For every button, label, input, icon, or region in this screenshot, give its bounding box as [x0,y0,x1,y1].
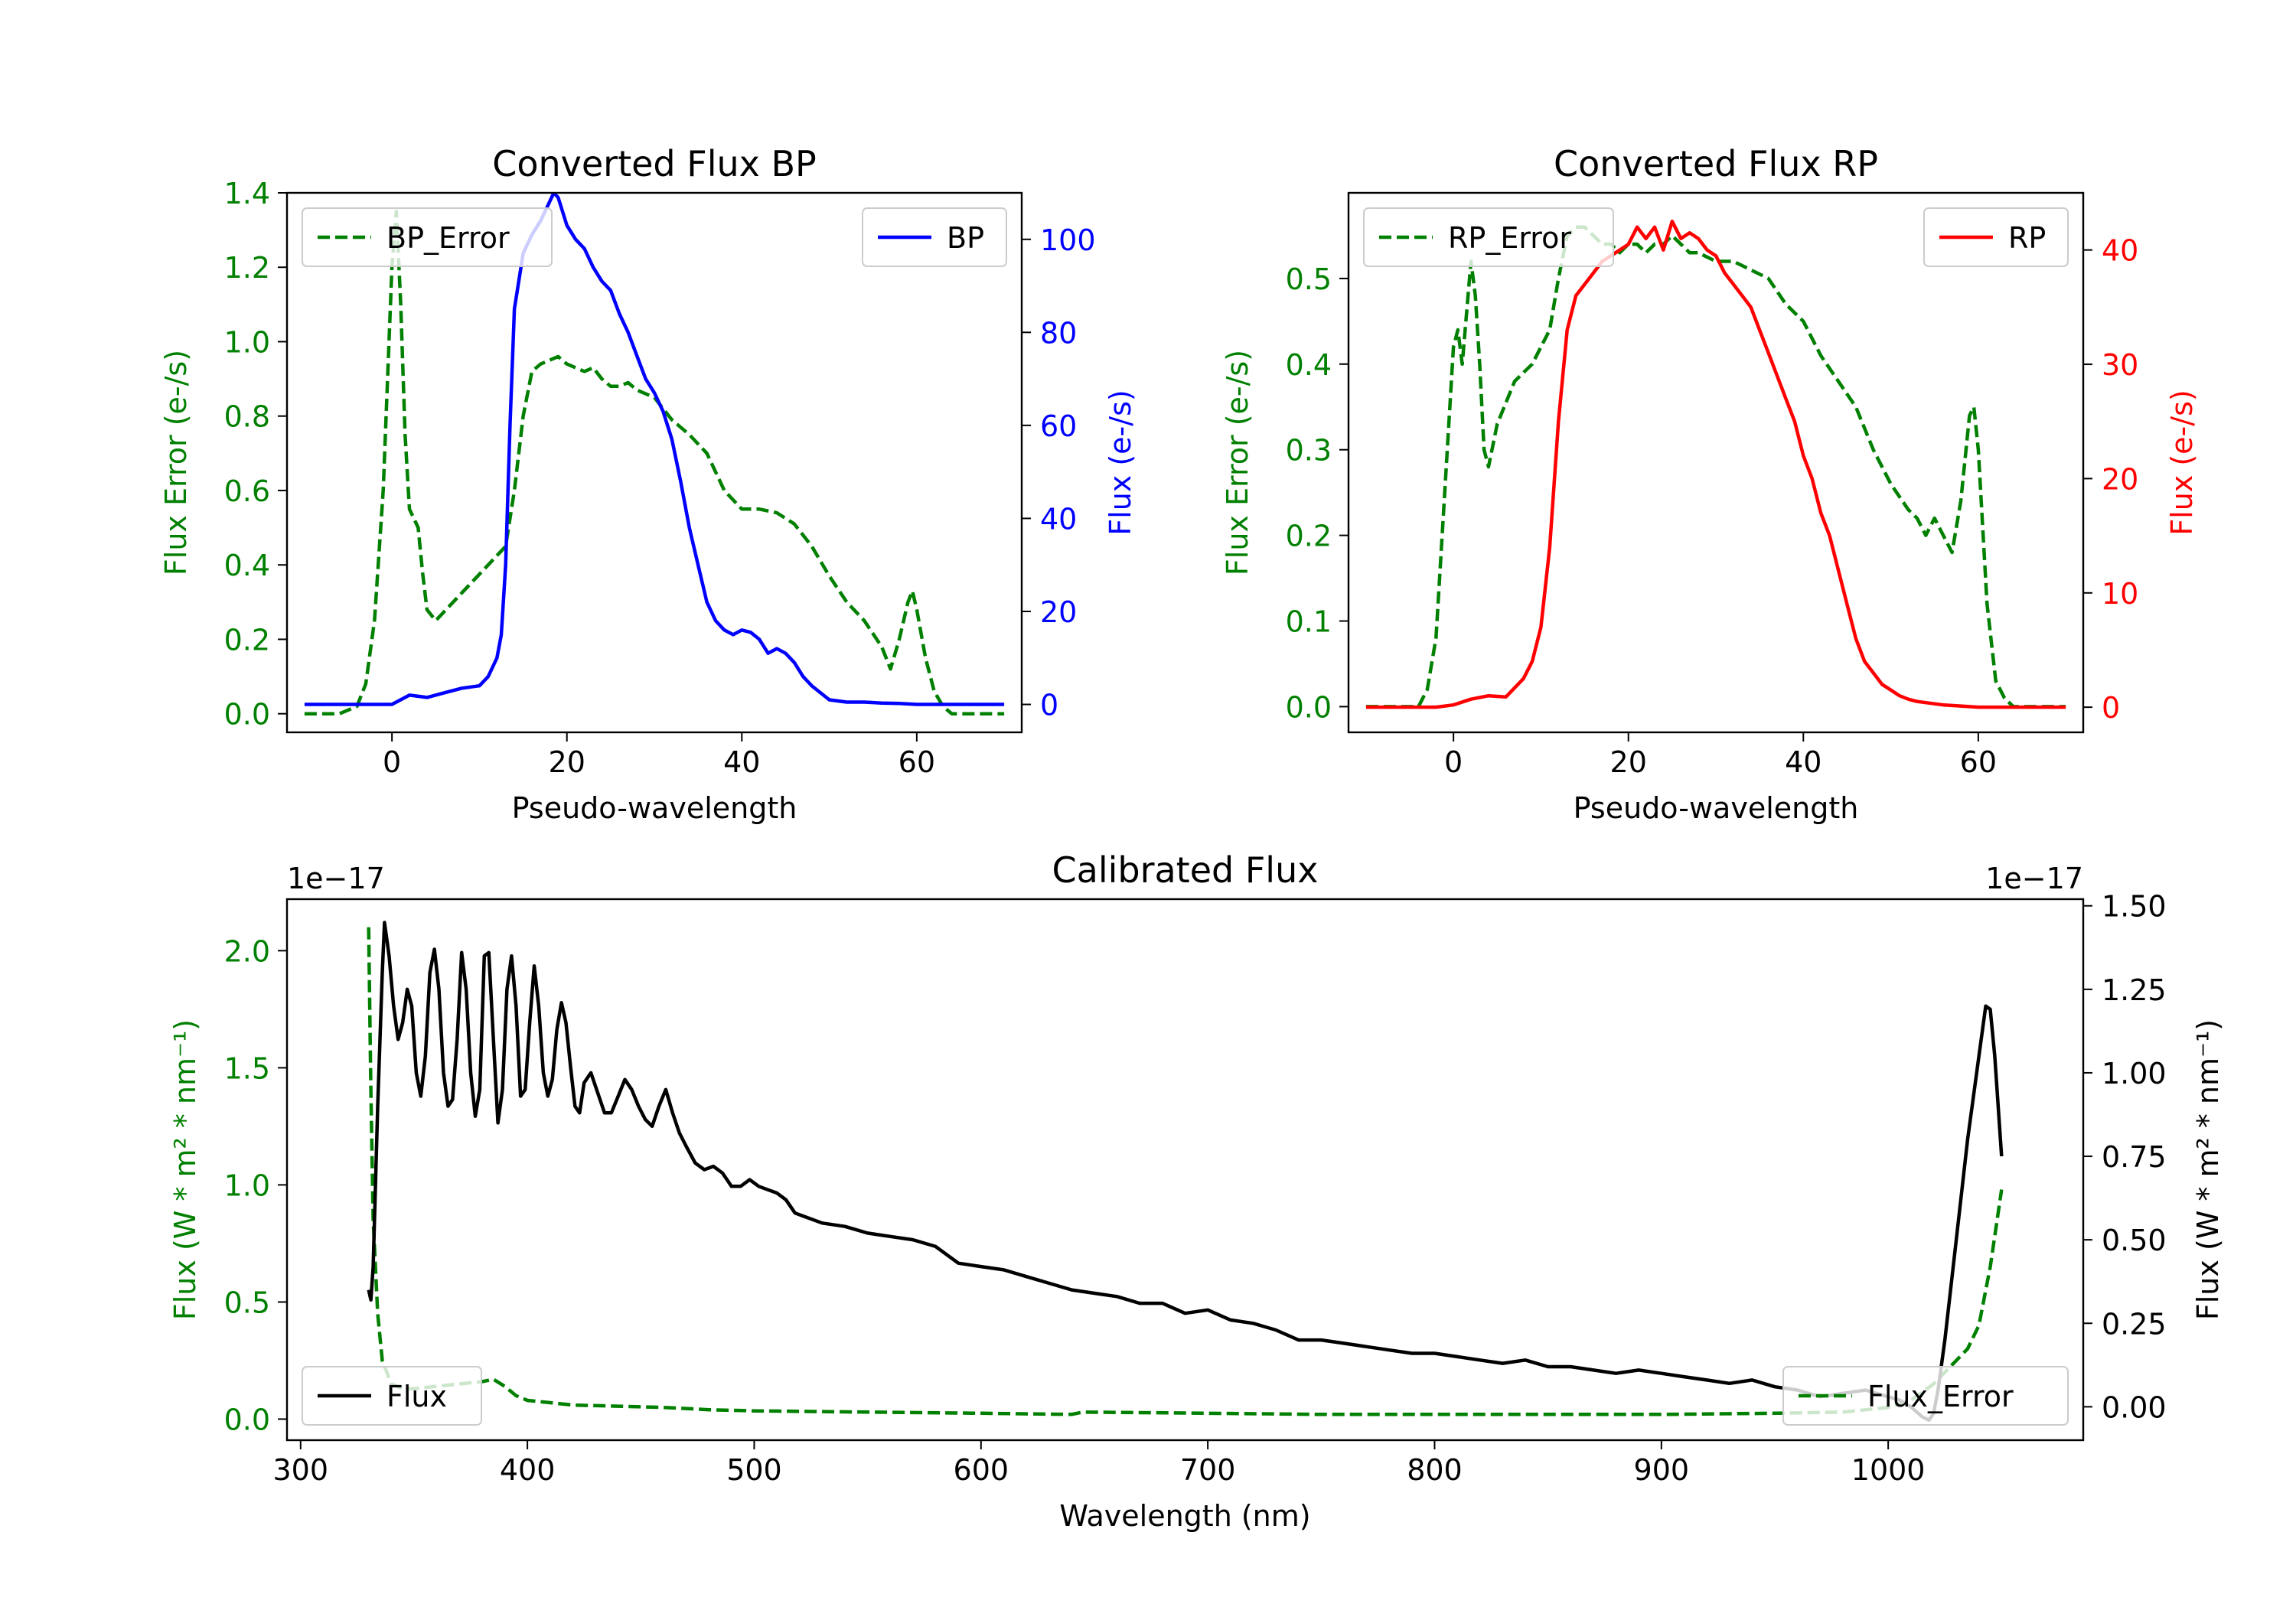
bp-x-tick-label: 40 [723,745,760,779]
cal-x-tick-label: 400 [500,1453,556,1487]
bp-left-tick-label: 1.0 [224,325,270,359]
bp-right-tick-label: 60 [1040,409,1077,443]
cal-legend-flux: Flux [302,1366,482,1426]
bp-axes-frame [285,191,1023,734]
rp-legend-rp-error: RP_Error [1363,207,1614,267]
bp-left-tick-label: 0.4 [224,549,270,582]
rp-left-tick-label: 0.2 [1286,520,1332,553]
legend-label: RP_Error [1448,221,1571,255]
rp-x-tick-label: 20 [1610,745,1647,779]
cal-x-tick-label: 900 [1634,1453,1690,1487]
cal-x-label: Wavelength (nm) [1059,1499,1310,1533]
legend-label: Flux [386,1380,447,1413]
cal-y-label-left: Flux (W * m² * nm⁻¹) [168,1019,202,1320]
cal-series-flux [367,921,2004,1423]
rp-left-tick-label: 0.0 [1286,690,1332,724]
cal-axes-frame [285,898,2085,1442]
cal-left-offset: 1e−17 [287,862,385,895]
bp-x-label: Pseudo-wavelength [512,791,797,825]
cal-x-tick-label: 700 [1180,1453,1236,1487]
cal-title: Calibrated Flux [1052,849,1319,891]
cal-left-tick-label: 1.0 [224,1169,270,1202]
rp-left-tick-label: 0.3 [1286,434,1332,468]
bp-right-tick-label: 0 [1040,689,1058,722]
legend-box [1923,207,2069,267]
cal-left-tick-label: 0.5 [224,1286,270,1319]
rp-left-tick-label: 0.1 [1286,605,1332,639]
legend-box [862,207,1007,267]
cal-x-tick-label: 600 [954,1453,1009,1487]
bp-right-tick-label: 80 [1040,316,1077,350]
bp-series-bp [304,193,1005,706]
cal-left-tick-label: 1.5 [224,1051,270,1085]
rp-x-tick-label: 60 [1960,745,1997,779]
bp-title: Converted Flux BP [492,143,817,184]
legend-label: Flux_Error [1867,1380,2014,1413]
cal-right-tick-label: 0.00 [2102,1390,2167,1424]
bp-y-label-right: Flux (e-/s) [1104,390,1137,535]
rp-series-rp [1365,220,2066,709]
rp-axes-frame [1347,191,2085,734]
cal-right-tick-label: 0.50 [2102,1224,2167,1257]
rp-x-label: Pseudo-wavelength [1574,791,1859,825]
rp-right-tick-label: 30 [2102,348,2138,382]
rp-y-label-left: Flux Error (e-/s) [1221,350,1254,575]
bp-left-tick-label: 1.2 [224,251,270,285]
cal-right-tick-label: 0.25 [2102,1307,2167,1341]
bp-left-tick-label: 0.2 [224,623,270,657]
cal-right-tick-label: 0.75 [2102,1140,2167,1174]
legend-label: BP_Error [386,221,510,255]
bp-right-tick-label: 40 [1040,502,1077,536]
cal-legend-flux-error: Flux_Error [1782,1366,2069,1426]
legend-box [1782,1366,2069,1426]
cal-y-label-right: Flux (W * m² * nm⁻¹) [2191,1019,2225,1320]
bp-series-group [304,193,1005,715]
rp-right-tick-label: 20 [2102,462,2138,496]
rp-left-tick-label: 0.5 [1286,262,1332,296]
rp-right-tick-label: 10 [2102,577,2138,611]
bp-x-tick-label: 20 [549,745,585,779]
bp-right-tick-label: 100 [1040,223,1096,257]
rp-left-tick-label: 0.4 [1286,348,1332,382]
bp-legend-bp: BP [862,207,1007,267]
rp-title: Converted Flux RP [1554,143,1878,184]
rp-x-tick-label: 40 [1785,745,1821,779]
cal-right-tick-label: 1.50 [2102,890,2167,924]
legend-box [1363,207,1614,267]
bp-right-tick-label: 20 [1040,595,1077,629]
rp-series-group [1365,220,2066,709]
cal-right-tick-label: 1.00 [2102,1057,2167,1090]
bp-left-tick-label: 0.6 [224,474,270,508]
legend-box [302,207,553,267]
cal-x-tick-label: 500 [726,1453,782,1487]
bp-y-label-left: Flux Error (e-/s) [159,350,193,575]
rp-right-tick-label: 40 [2102,234,2138,268]
bp-left-tick-label: 0.0 [224,698,270,732]
legend-label: BP [947,221,984,255]
rp-y-label-right: Flux (e-/s) [2165,390,2199,535]
rp-legend-rp: RP [1923,207,2069,267]
legend-box [302,1366,482,1426]
cal-panel: 300 400 500 600 700 800 900 1000 0.0 0.5 1.0 1.5 2.0… [168,849,2225,1533]
cal-right-offset: 1e−17 [1985,862,2083,895]
bp-legend-bp-error: BP_Error [302,207,553,267]
cal-x-tick-label: 300 [273,1453,329,1487]
cal-right-tick-label: 1.25 [2102,973,2167,1007]
bp-left-tick-label: 0.8 [224,400,270,434]
rp-panel: 0 20 40 60 0.0 0.1 0.2 0.3 0.4 0.5 0 10 20 30 40 Conver… [1221,143,2199,825]
rp-x-tick-label: 0 [1444,745,1463,779]
bp-series-bp-error [304,210,1005,715]
bp-x-tick-label: 60 [899,745,935,779]
bp-panel: 0 20 40 60 0.0 0.2 0.4 0.6 0.8 1.0 1.2 1.4 0 20 40 60 80… [159,143,1137,825]
cal-x-tick-label: 800 [1407,1453,1463,1487]
cal-x-tick-label: 1000 [1851,1453,1926,1487]
cal-left-tick-label: 0.0 [224,1403,270,1436]
cal-left-tick-label: 2.0 [224,934,270,968]
bp-x-tick-label: 0 [383,745,401,779]
rp-right-tick-label: 0 [2102,691,2120,725]
legend-label: RP [2008,221,2046,255]
bp-left-tick-label: 1.4 [224,177,270,210]
